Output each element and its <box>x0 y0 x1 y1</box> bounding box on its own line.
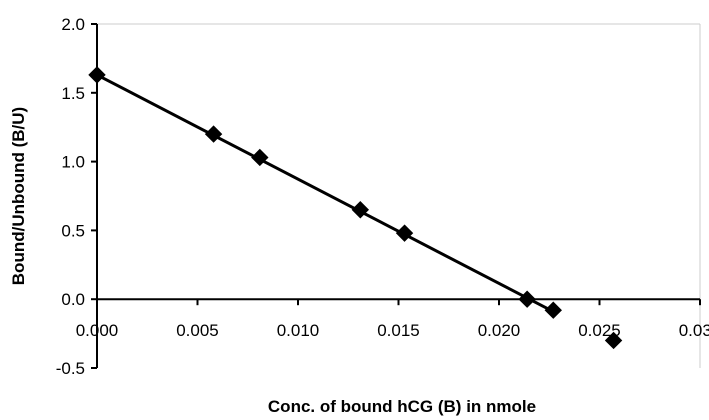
data-point-diamond <box>604 331 623 350</box>
y-tick-label: 0.5 <box>61 221 85 240</box>
ticks <box>91 23 701 369</box>
y-tick-label: 1.5 <box>61 84 85 103</box>
x-axis-title: Conc. of bound hCG (B) in nmole <box>268 397 536 416</box>
y-tick-label: -0.5 <box>56 359 85 378</box>
data-point-diamond <box>204 125 223 143</box>
y-tick-label: 1.0 <box>61 153 85 172</box>
trendline <box>96 73 554 313</box>
x-tick-label: 0.015 <box>377 321 420 340</box>
y-tick-label: 2.0 <box>61 15 85 34</box>
tick-labels: -0.5 0.0 0.5 1.0 1.5 2.0 0.000 0.005 0.010 0.015 0… <box>56 15 709 378</box>
x-tick-label: 0.030 <box>679 321 709 340</box>
x-tick-label: 0.005 <box>176 321 219 340</box>
x-tick-label: 0.000 <box>76 321 119 340</box>
plot-area <box>96 23 701 369</box>
y-axis-title: Bound/Unbound (B/U) <box>9 107 28 285</box>
data-point-diamond <box>395 224 414 242</box>
data-point-diamond <box>351 201 370 219</box>
data-points <box>88 66 623 350</box>
x-tick-label: 0.020 <box>478 321 521 340</box>
data-point-diamond <box>518 290 536 308</box>
data-point-diamond <box>251 148 269 167</box>
trendline-group <box>96 73 554 313</box>
x-tick-label: 0.010 <box>277 321 320 340</box>
data-point-diamond <box>88 66 106 84</box>
y-tick-label: 0.0 <box>61 290 85 309</box>
data-point-diamond <box>544 301 562 319</box>
